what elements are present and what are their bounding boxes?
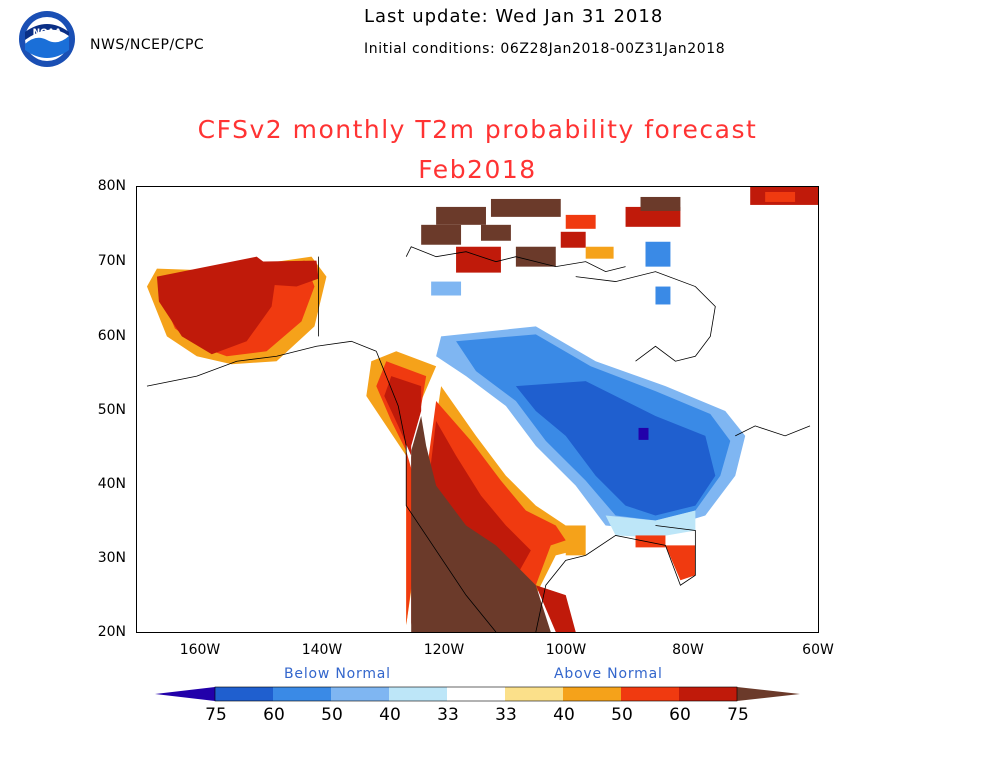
initial-conditions: Initial conditions: 06Z28Jan2018-00Z31Ja… [364, 41, 726, 57]
lat-label: 80N [97, 178, 126, 194]
legend-below-label: Below Normal [284, 666, 391, 682]
colorbar-segment [679, 687, 737, 701]
legend-above-label: Above Normal [554, 666, 663, 682]
above-normal-region [366, 351, 696, 632]
colorbar-segment [331, 687, 389, 701]
lon-label: 140W [301, 642, 343, 658]
colorbar-segment [505, 687, 563, 701]
colorbar-tick: 60 [263, 705, 285, 725]
lon-label: 80W [672, 642, 704, 658]
last-update: Last update: Wed Jan 31 2018 [364, 6, 664, 27]
lat-label: 40N [97, 476, 126, 492]
lat-label: 70N [97, 253, 126, 269]
colorbar-tick: 50 [321, 705, 343, 725]
colorbar-tick: 50 [611, 705, 633, 725]
alaska-region [146, 256, 327, 365]
colorbar-tick: 33 [437, 705, 459, 725]
colorbar-tick: 75 [727, 705, 749, 725]
colorbar-tick: 40 [379, 705, 401, 725]
colorbar-tick: 60 [669, 705, 691, 725]
lon-label: 100W [545, 642, 587, 658]
colorbar-segment [447, 687, 505, 701]
arctic-patches [421, 187, 818, 305]
colorbar-segment [389, 687, 447, 701]
lon-label: 60W [802, 642, 834, 658]
lon-label: 120W [423, 642, 465, 658]
colorbar-arrow-right [737, 687, 800, 701]
colorbar-segment [215, 687, 273, 701]
lat-label: 50N [97, 402, 126, 418]
org-label: NWS/NCEP/CPC [90, 37, 205, 53]
lat-label: 30N [97, 550, 126, 566]
coastlines [146, 246, 811, 632]
colorbar-segment [273, 687, 331, 701]
noaa-logo-icon: NOAA [19, 11, 75, 67]
map-title: CFSv2 monthly T2m probability forecast [197, 115, 758, 144]
colorbar-tick: 33 [495, 705, 517, 725]
lon-label: 160W [179, 642, 221, 658]
colorbar-tick: 40 [553, 705, 575, 725]
colorbar-tick: 75 [205, 705, 227, 725]
colorbar [155, 686, 800, 702]
logo-text: NOAA [33, 28, 62, 38]
colorbar-segment [621, 687, 679, 701]
below-normal-region [436, 326, 746, 538]
forecast-map [136, 186, 819, 633]
lat-label: 20N [97, 624, 126, 640]
colorbar-arrow-left [155, 687, 215, 701]
colorbar-segment [563, 687, 621, 701]
lat-label: 60N [97, 328, 126, 344]
map-subtitle: Feb2018 [418, 155, 537, 184]
